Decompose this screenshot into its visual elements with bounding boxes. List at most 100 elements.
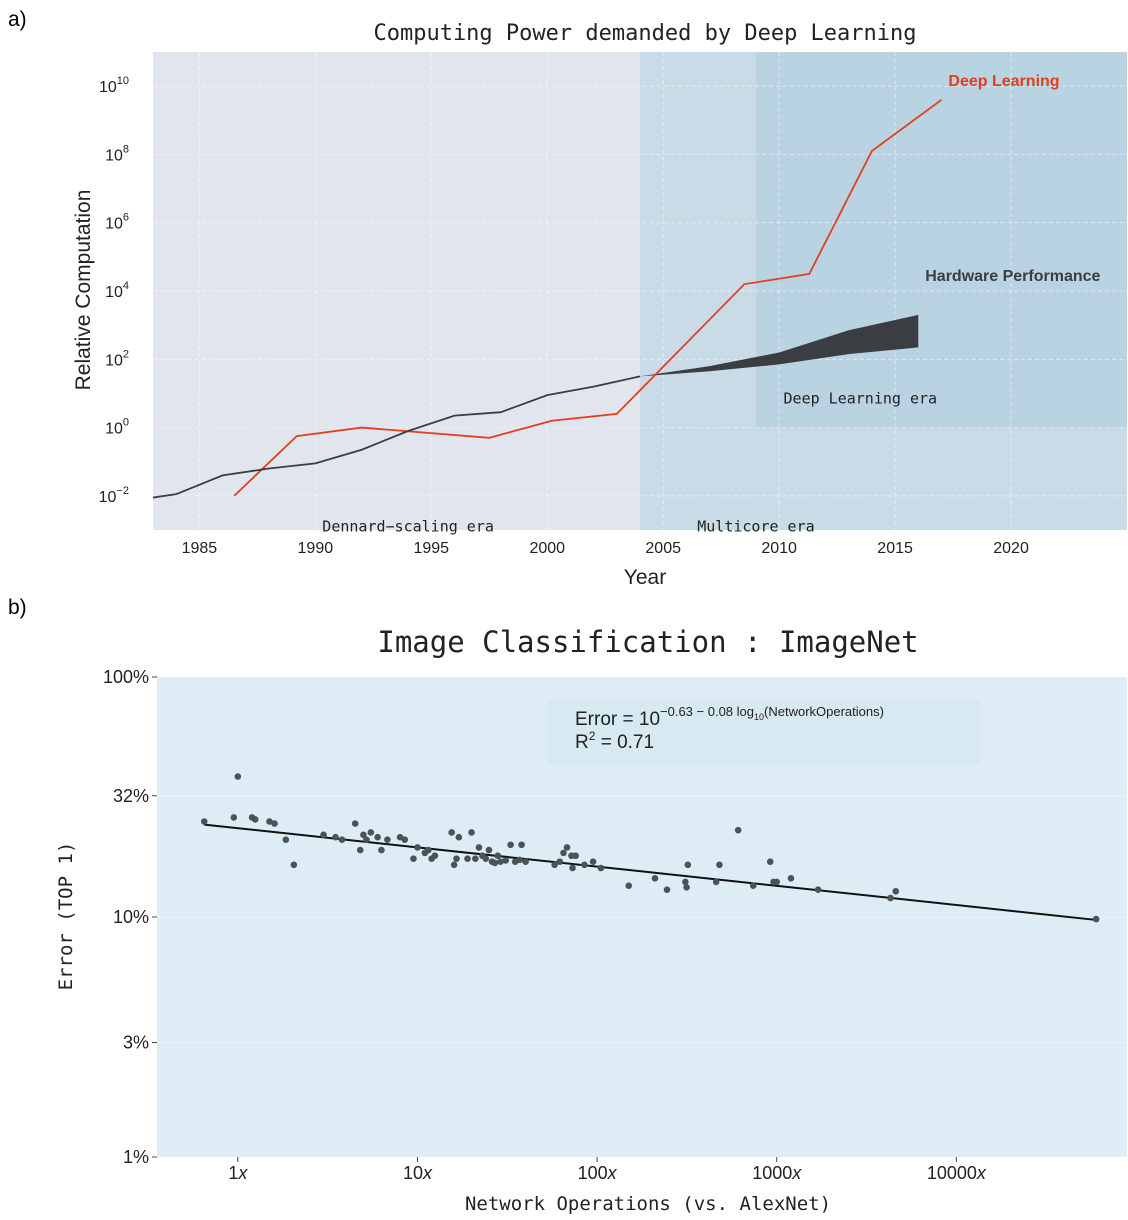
scatter-point [482,855,490,862]
scatter-point [374,833,381,841]
equation-box [548,700,980,764]
scatter-point [522,858,529,865]
scatter-point [766,858,774,865]
era-region-2 [755,52,1127,428]
scatter-point [360,831,367,839]
scatter-point [332,833,339,841]
scatter-point [448,829,455,836]
scatter-point [581,861,588,869]
chart-b-y-axis-label: Error (TOP 1) [55,842,77,991]
scatter-point [734,826,742,834]
y-tick-label: 100 [105,417,129,438]
scatter-point [266,818,273,825]
scatter-point [200,818,208,825]
panel-label-a: a) [8,8,27,31]
region-label-deep-learning: Deep Learning era [784,390,938,408]
scatter-point [663,886,671,893]
scatter-point [282,836,290,843]
scatter-point [401,836,409,843]
scatter-point [363,836,370,843]
scatter-point [625,882,633,890]
y-tick-label: 106 [105,212,129,233]
x-tick-label: 1000x [752,1163,802,1183]
imagenet-chart: Image Classification : ImageNet Error = … [55,625,1127,1215]
scatter-point [230,814,238,821]
equation-line-2: R2 = 0.71 [575,729,654,753]
x-tick-label: 1x [228,1163,248,1183]
chart-b-marks [200,773,1100,923]
y-tick-label: 1010 [99,75,129,96]
x-tick-label: 10000x [927,1163,987,1183]
y-tick-label: 32% [113,786,149,806]
equation-line-1: Error = 10−0.63 − 0.08 log10(NetworkOper… [575,704,884,730]
scatter-point [589,858,597,865]
x-tick-label: 2020 [993,540,1029,557]
scatter-point [516,856,523,864]
chart-a-marks [152,99,943,499]
era-region-0 [153,52,640,530]
chart-a-x-ticks: 1985 1990 1995 2000 2005 2010 2015 2020 [182,540,1029,557]
y-tick-label: 102 [105,348,129,369]
scatter-point [887,894,894,902]
scatter-point [251,816,259,823]
series-line-0 [233,99,943,497]
scatter-point [551,861,558,869]
scatter-point [773,878,781,886]
y-tick-label: 108 [105,143,129,164]
scatter-point [425,846,432,854]
scatter-point [683,883,690,891]
scatter-point [234,773,242,780]
chart-a-y-ticks: 10−2 100 102 104 106 108 1010 [99,75,129,506]
scatter-point [384,836,391,843]
chart-b-title: Image Classification : ImageNet [377,625,918,659]
scatter-point [431,852,439,860]
scatter-point [597,864,605,872]
y-tick-label: 100% [103,667,149,687]
scatter-point [320,831,327,839]
scatter-point [410,855,417,862]
x-tick-label: 100x [578,1163,618,1183]
x-tick-label: 10x [403,1163,433,1183]
scatter-point [494,852,502,860]
y-tick-label: 3% [123,1032,149,1052]
scatter-point [684,861,692,869]
scatter-point [485,846,493,854]
scatter-point [787,874,795,882]
scatter-point [1092,915,1100,923]
scatter-point [560,849,567,857]
chart-a-x-axis-label: Year [624,566,666,589]
region-label-multicore: Multicore era [697,518,814,536]
scatter-point [468,829,475,836]
series-label-hardware-performance: Hardware Performance [925,268,1100,285]
x-tick-label: 1990 [298,540,334,557]
scatter-point [472,855,479,862]
scatter-point [569,864,576,872]
scatter-point [414,844,421,851]
scatter-point [572,852,579,860]
scatter-point [367,829,375,836]
x-tick-label: 2010 [761,540,797,557]
scatter-point [475,844,483,851]
scatter-point [712,878,720,886]
x-tick-label: 1985 [182,540,218,557]
scatter-point [518,841,525,849]
scatter-point [682,878,689,886]
scatter-point [716,861,723,869]
scatter-point [290,861,298,869]
scatter-point [507,841,514,849]
scatter-point [556,858,564,865]
scatter-point [356,846,364,854]
chart-b-x-axis-label: Network Operations (vs. AlexNet) [465,1193,831,1215]
scatter-point [502,857,510,864]
scatter-point [651,874,659,882]
scatter-point [455,833,463,841]
x-tick-label: 1995 [413,540,449,557]
panel-label-b: b) [8,596,27,619]
fit-line [204,823,1097,921]
series-line-1 [152,375,641,499]
scatter-point [450,861,458,869]
y-tick-label: 104 [105,280,129,301]
x-tick-label: 2005 [645,540,681,557]
chart-a-gridlines [153,52,1127,530]
